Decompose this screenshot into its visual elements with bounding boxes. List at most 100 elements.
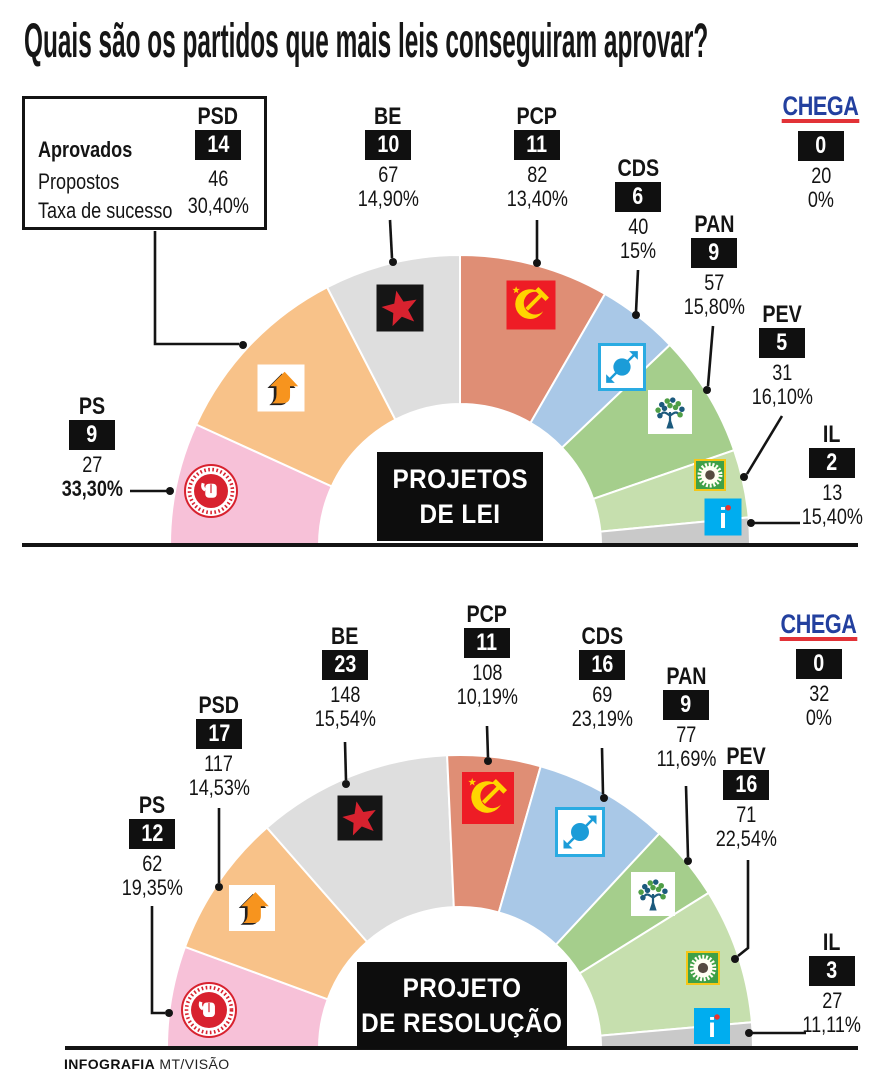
leader-dot — [703, 386, 711, 394]
proposed-count: 148 — [329, 682, 361, 707]
chart-title-line: PROJETOS — [392, 463, 528, 494]
proposed-count: 40 — [627, 214, 649, 239]
proposed-count: 77 — [675, 722, 697, 747]
party-name: PCP — [466, 601, 508, 628]
psd-arrow-icon — [229, 885, 275, 931]
party-label-pan-0: PAN 9 57 15,80% — [649, 213, 779, 318]
cds-arrows-icon — [555, 807, 605, 857]
success-rate: 23,19% — [571, 706, 633, 731]
approved-count: 16 — [579, 650, 625, 680]
leader-dot — [215, 883, 223, 891]
party-label-psd-0: PSD 14 46 30,40% — [153, 103, 283, 217]
approved-count: 6 — [615, 182, 661, 212]
leader-line — [684, 785, 690, 858]
approved-count: 9 — [663, 690, 709, 720]
party-label-ps-1: PS 12 62 19,35% — [87, 792, 217, 900]
success-rate: 0% — [805, 705, 833, 730]
party-name: PSD — [198, 692, 240, 719]
party-label-chega-0: CHEGA 0 20 0% — [756, 91, 881, 212]
leader-dot — [600, 794, 608, 802]
proposed-count: 108 — [471, 660, 503, 685]
party-label-pan-1: PAN 9 77 11,69% — [621, 665, 751, 770]
svg-text:i: i — [708, 1012, 716, 1043]
proposed-count: 57 — [703, 270, 725, 295]
credit-bold: INFOGRAFIA — [64, 1056, 156, 1072]
proposed-count: 27 — [821, 988, 843, 1013]
leader-line — [634, 269, 640, 313]
proposed-count: 71 — [735, 802, 757, 827]
baseline — [22, 543, 858, 547]
party-name: PS — [138, 792, 166, 819]
party-name: BE — [331, 623, 359, 650]
party-label-il-0: IL 2 13 15,40% — [767, 423, 881, 529]
success-rate: 11,11% — [802, 1012, 862, 1037]
credit-line: INFOGRAFIA MT/VISÃO — [64, 1056, 230, 1072]
party-name: PS — [78, 393, 106, 420]
leader-dot — [166, 487, 174, 495]
leader-dot — [632, 311, 640, 319]
leader-line — [150, 906, 165, 1015]
chega-logo-icon: CHEGA — [780, 609, 858, 641]
leader-dot — [731, 955, 739, 963]
chega-logo-icon: CHEGA — [782, 91, 860, 123]
leader-dot — [747, 519, 755, 527]
proposed-count: 67 — [377, 162, 399, 187]
success-rate: 15,54% — [314, 706, 376, 731]
party-label-il-1: IL 3 27 11,11% — [767, 931, 881, 1037]
success-rate: 22,54% — [715, 826, 777, 851]
approved-count: 11 — [514, 130, 560, 160]
proposed-count: 13 — [821, 480, 843, 505]
leader-dot — [165, 1009, 173, 1017]
proposed-count: 117 — [204, 751, 234, 776]
psd-arrow-icon — [257, 364, 305, 412]
success-rate: 15% — [619, 238, 657, 263]
party-label-ps-0: PS 9 27 33,30% — [27, 393, 157, 500]
chart-title-line: DE RESOLUÇÃO — [361, 1007, 563, 1038]
il-letter-icon: i — [704, 498, 742, 536]
approved-count: 9 — [69, 420, 115, 450]
approved-count: 14 — [195, 130, 241, 160]
il-letter-icon: i — [694, 1008, 730, 1044]
ps-fist-logo-icon — [181, 982, 237, 1038]
success-rate: 16,10% — [751, 384, 813, 409]
party-name: PEV — [726, 743, 766, 770]
leader-line — [600, 747, 605, 795]
proposed-count: 32 — [808, 681, 830, 706]
ps-fist-logo-icon — [184, 464, 238, 518]
credit-regular: MT/VISÃO — [159, 1056, 230, 1072]
proposed-count: 31 — [771, 360, 793, 385]
pev-sunflower-icon — [686, 951, 720, 985]
leader-line — [745, 415, 784, 475]
party-label-cds-0: CDS 6 40 15% — [573, 155, 703, 263]
approved-count: 5 — [759, 328, 805, 358]
party-name: CDS — [617, 155, 659, 182]
party-label-psd-1: PSD 17 117 14,53% — [154, 692, 284, 799]
party-label-be-1: BE 23 148 15,54% — [280, 623, 410, 731]
approved-count: 3 — [809, 956, 855, 986]
proposed-count: 69 — [591, 682, 613, 707]
party-name: PSD — [197, 103, 239, 130]
pcp-hammer-sickle-icon — [506, 280, 556, 330]
chega-wordmark: CHEGA — [756, 91, 881, 123]
leader-dot — [684, 857, 692, 865]
leader-dot — [484, 757, 492, 765]
leader-dot — [342, 780, 350, 788]
success-rate: 0% — [807, 187, 835, 212]
be-star-icon — [376, 284, 424, 332]
proposed-count: 46 — [207, 166, 229, 191]
success-rate: 19,35% — [121, 875, 183, 900]
leader-dot — [239, 341, 247, 349]
party-name: CDS — [581, 623, 623, 650]
proposed-count: 62 — [141, 851, 163, 876]
approved-count: 2 — [809, 448, 855, 478]
legend-box: Aprovados Propostos Taxa de sucesso PSD … — [22, 96, 267, 230]
party-name: PEV — [762, 301, 802, 328]
pan-tree-icon — [648, 390, 692, 434]
success-rate: 10,19% — [456, 684, 518, 709]
proposed-count: 20 — [810, 163, 832, 188]
success-rate: 15,40% — [801, 504, 863, 529]
party-label-chega-1: CHEGA 0 32 0% — [754, 609, 881, 730]
leader-dot — [745, 1029, 753, 1037]
success-rate: 13,40% — [506, 186, 568, 211]
